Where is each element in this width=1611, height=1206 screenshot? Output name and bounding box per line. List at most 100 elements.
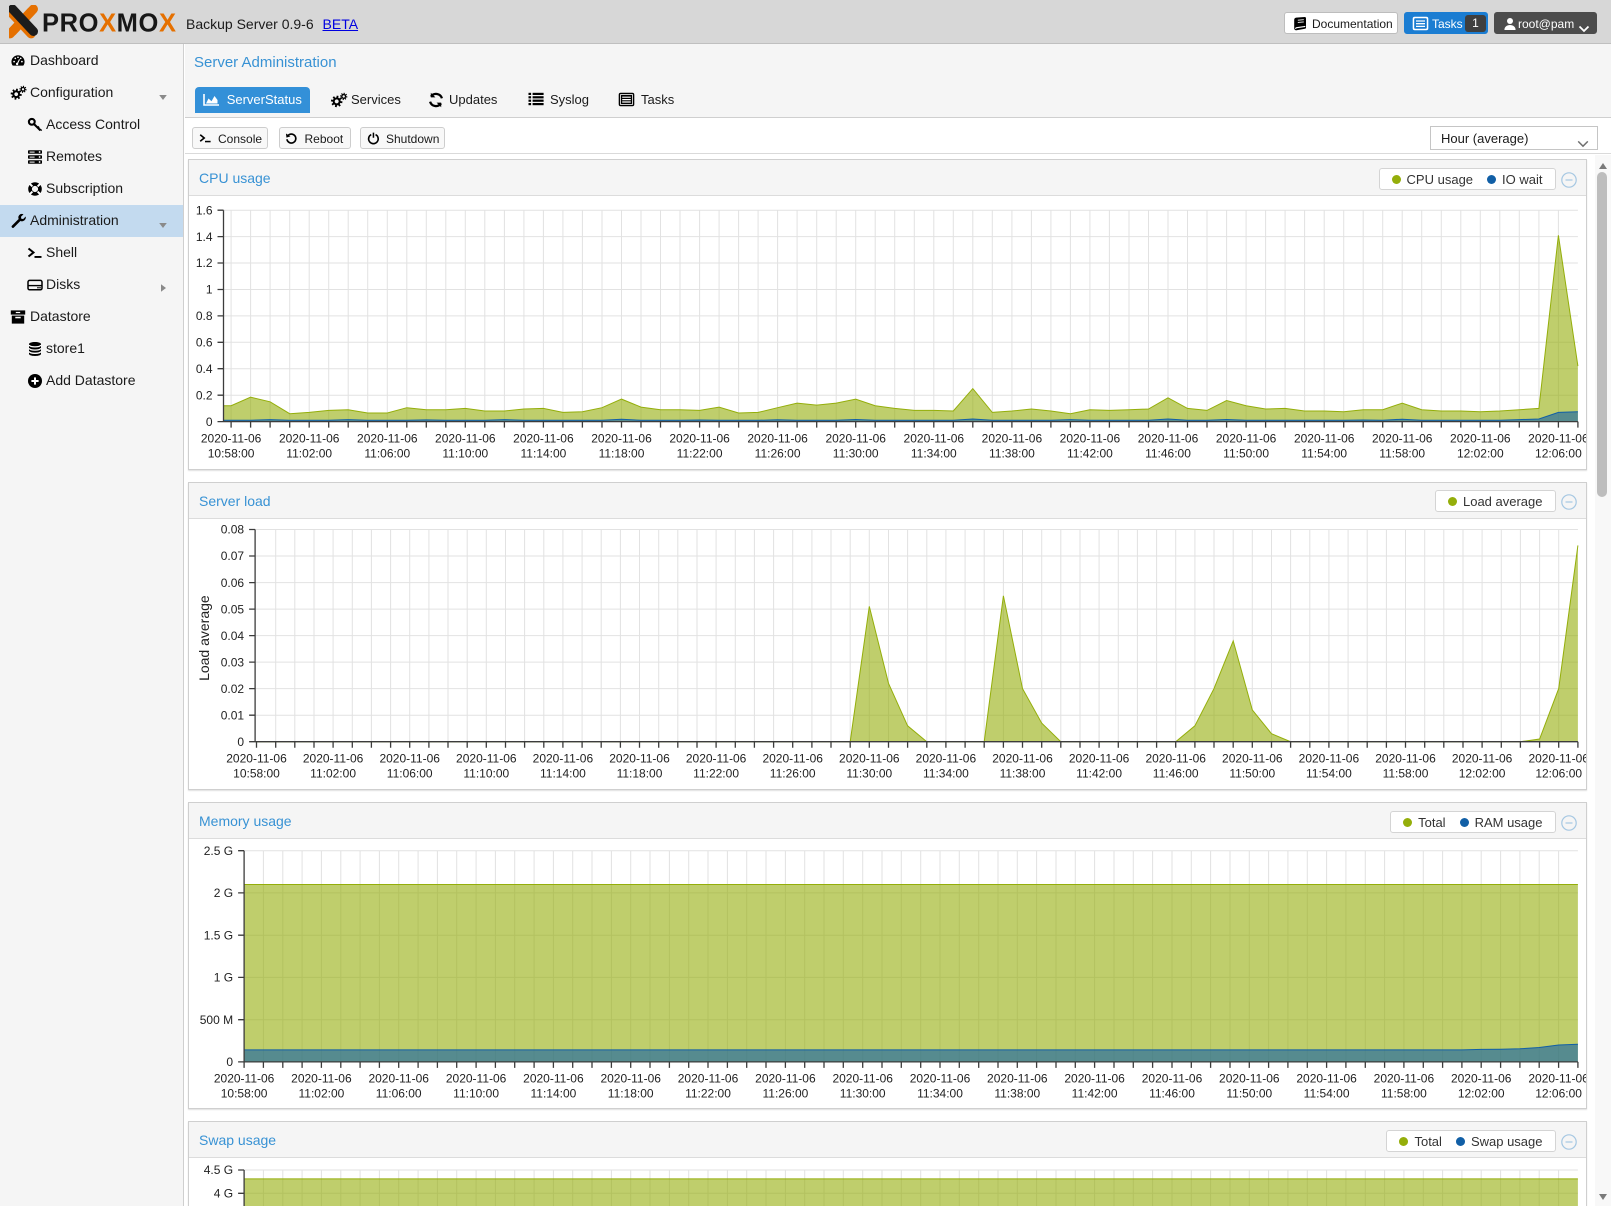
svg-text:11:02:00: 11:02:00 [298,1087,344,1101]
svg-text:11:42:00: 11:42:00 [1076,766,1122,780]
svg-text:0: 0 [237,735,244,749]
svg-text:11:14:00: 11:14:00 [530,1087,576,1101]
svg-text:11:58:00: 11:58:00 [1379,447,1425,461]
svg-text:2020-11-06: 2020-11-06 [1064,1072,1125,1086]
svg-text:12:02:00: 12:02:00 [1457,447,1504,461]
svg-text:1: 1 [206,283,213,297]
svg-text:10:58:00: 10:58:00 [208,447,255,461]
svg-text:2020-11-06: 2020-11-06 [904,432,965,446]
svg-text:2020-11-06: 2020-11-06 [982,432,1043,446]
svg-text:2020-11-06: 2020-11-06 [609,751,670,765]
svg-text:0.07: 0.07 [221,549,245,563]
svg-text:11:30:00: 11:30:00 [846,766,892,780]
svg-text:Load average: Load average [196,595,212,681]
svg-text:2020-11-06: 2020-11-06 [523,1072,584,1086]
svg-text:2020-11-06: 2020-11-06 [1060,432,1121,446]
svg-text:2020-11-06: 2020-11-06 [1219,1072,1280,1086]
svg-text:11:10:00: 11:10:00 [463,766,509,780]
svg-text:11:38:00: 11:38:00 [1000,766,1046,780]
svg-text:11:42:00: 11:42:00 [1072,1087,1118,1101]
svg-text:0.04: 0.04 [221,629,245,643]
svg-text:2020-11-06: 2020-11-06 [910,1072,971,1086]
svg-text:11:22:00: 11:22:00 [685,1087,731,1101]
svg-text:10:58:00: 10:58:00 [221,1087,268,1101]
svg-text:11:18:00: 11:18:00 [599,447,645,461]
svg-text:500 M: 500 M [200,1013,233,1027]
svg-text:11:54:00: 11:54:00 [1306,766,1352,780]
svg-text:1.2: 1.2 [196,257,213,271]
svg-text:PROXMOX: PROXMOX [42,10,177,38]
svg-text:2020-11-06: 2020-11-06 [1372,432,1433,446]
svg-text:2020-11-06: 2020-11-06 [279,432,340,446]
svg-text:0.02: 0.02 [221,682,245,696]
svg-text:11:38:00: 11:38:00 [994,1087,1040,1101]
svg-text:11:18:00: 11:18:00 [617,766,663,780]
svg-text:2020-11-06: 2020-11-06 [1138,432,1199,446]
svg-text:2020-11-06: 2020-11-06 [1142,1072,1203,1086]
svg-text:0.01: 0.01 [221,708,245,722]
svg-text:2020-11-06: 2020-11-06 [379,751,440,765]
svg-text:2020-11-06: 2020-11-06 [513,432,574,446]
svg-text:11:34:00: 11:34:00 [923,766,969,780]
svg-text:2020-11-06: 2020-11-06 [1216,432,1277,446]
svg-text:11:30:00: 11:30:00 [833,447,879,461]
svg-text:11:14:00: 11:14:00 [540,766,586,780]
svg-text:12:06:00: 12:06:00 [1535,447,1582,461]
svg-text:12:06:00: 12:06:00 [1535,1087,1582,1101]
svg-text:11:42:00: 11:42:00 [1067,447,1113,461]
svg-text:2020-11-06: 2020-11-06 [1450,432,1511,446]
svg-text:2020-11-06: 2020-11-06 [987,1072,1048,1086]
svg-text:11:06:00: 11:06:00 [387,766,433,780]
svg-text:2020-11-06: 2020-11-06 [1528,751,1585,765]
svg-text:2020-11-06: 2020-11-06 [600,1072,661,1086]
svg-text:11:26:00: 11:26:00 [770,766,816,780]
svg-text:0: 0 [206,415,213,429]
svg-text:1 G: 1 G [214,971,233,985]
svg-text:11:02:00: 11:02:00 [286,447,332,461]
svg-text:2020-11-06: 2020-11-06 [435,432,496,446]
svg-text:2020-11-06: 2020-11-06 [1452,751,1513,765]
svg-text:11:58:00: 11:58:00 [1383,766,1429,780]
svg-text:11:18:00: 11:18:00 [608,1087,654,1101]
svg-text:11:10:00: 11:10:00 [453,1087,499,1101]
svg-text:11:22:00: 11:22:00 [677,447,723,461]
svg-text:2020-11-06: 2020-11-06 [291,1072,352,1086]
svg-text:1.6: 1.6 [196,204,213,218]
svg-text:1.5 G: 1.5 G [204,929,233,943]
svg-text:2020-11-06: 2020-11-06 [832,1072,893,1086]
svg-text:2020-11-06: 2020-11-06 [1069,751,1130,765]
svg-text:11:30:00: 11:30:00 [840,1087,886,1101]
svg-text:0.03: 0.03 [221,655,245,669]
svg-text:2020-11-06: 2020-11-06 [1222,751,1283,765]
svg-text:0.06: 0.06 [221,576,245,590]
svg-text:4.5 G: 4.5 G [204,1163,233,1177]
svg-text:11:02:00: 11:02:00 [310,766,356,780]
svg-text:0.6: 0.6 [196,336,213,350]
svg-text:2020-11-06: 2020-11-06 [825,432,886,446]
svg-text:1.4: 1.4 [196,230,213,244]
svg-text:11:54:00: 11:54:00 [1301,447,1347,461]
svg-text:2020-11-06: 2020-11-06 [368,1072,429,1086]
svg-text:2020-11-06: 2020-11-06 [214,1072,275,1086]
svg-text:0: 0 [226,1055,233,1069]
svg-text:2020-11-06: 2020-11-06 [839,751,900,765]
svg-text:12:06:00: 12:06:00 [1535,766,1582,780]
svg-text:11:26:00: 11:26:00 [762,1087,808,1101]
svg-text:2020-11-06: 2020-11-06 [456,751,517,765]
svg-text:11:22:00: 11:22:00 [693,766,739,780]
svg-text:11:50:00: 11:50:00 [1223,447,1269,461]
svg-text:11:14:00: 11:14:00 [520,447,566,461]
svg-text:2020-11-06: 2020-11-06 [1528,1072,1585,1086]
svg-text:11:38:00: 11:38:00 [989,447,1035,461]
svg-text:0.8: 0.8 [196,309,213,323]
svg-text:2020-11-06: 2020-11-06 [1299,751,1360,765]
svg-text:2020-11-06: 2020-11-06 [916,751,977,765]
svg-text:2020-11-06: 2020-11-06 [303,751,364,765]
svg-text:4 G: 4 G [214,1187,233,1201]
svg-text:2020-11-06: 2020-11-06 [1528,432,1585,446]
svg-text:11:34:00: 11:34:00 [917,1087,963,1101]
svg-text:0.08: 0.08 [221,523,245,537]
svg-text:11:54:00: 11:54:00 [1304,1087,1350,1101]
svg-text:2020-11-06: 2020-11-06 [357,432,418,446]
svg-text:11:06:00: 11:06:00 [364,447,410,461]
